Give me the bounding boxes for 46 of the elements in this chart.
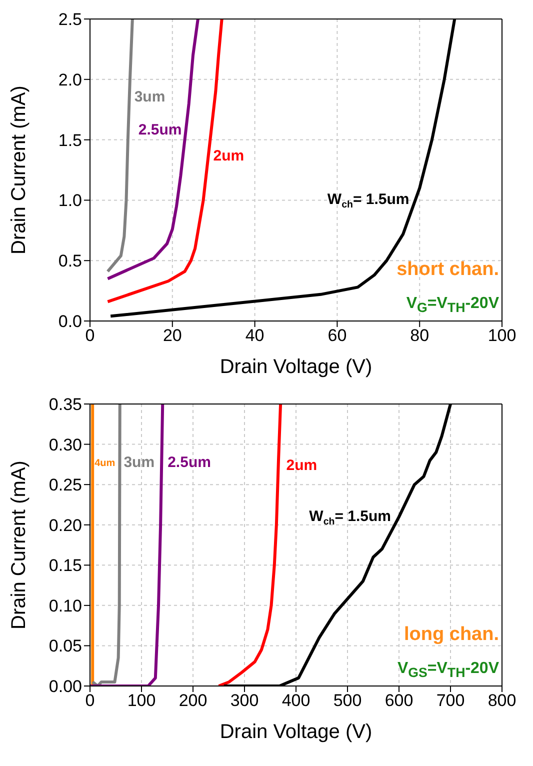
x-tick-label: 800	[488, 691, 516, 710]
x-tick-label: 200	[178, 691, 208, 710]
y-axis-title: Drain Current (mA)	[8, 460, 30, 630]
x-tick-label: 500	[333, 691, 362, 710]
annotation: V$_{GS}$=V$_{TH}$-20V	[397, 660, 499, 680]
y-tick-label: 2.0	[58, 70, 82, 90]
x-tick-label: 700	[436, 691, 465, 710]
y-tick-label: 0.0	[58, 312, 82, 332]
series-label: 2.5um	[168, 454, 211, 472]
y-tick-label: 0.15	[48, 556, 82, 576]
series-label: W$_{ch}$= 1.5um	[309, 508, 391, 527]
x-axis-title: Drain Voltage (V)	[220, 356, 372, 378]
x-tick-label: 100	[488, 326, 516, 346]
y-tick-label: 0.00	[48, 677, 82, 696]
x-tick-label: 40	[245, 326, 264, 346]
y-tick-label: 0.10	[48, 596, 82, 616]
x-tick-label: 600	[384, 691, 414, 710]
series-label: 4um	[94, 458, 116, 469]
y-axis-title: Drain Current (mA)	[8, 86, 30, 254]
y-tick-label: 0.25	[48, 476, 82, 495]
y-tick-label: 1.5	[58, 130, 82, 150]
x-tick-label: 0	[85, 691, 95, 710]
x-tick-label: 80	[410, 326, 430, 346]
annotation: V$_{G}$=V$_{TH}$-20V	[406, 294, 499, 315]
x-tick-label: 100	[127, 691, 156, 710]
x-tick-label: 60	[328, 326, 347, 346]
x-tick-label: 0	[85, 326, 95, 346]
series-label: 2.5um	[138, 122, 182, 139]
y-tick-label: 0.20	[48, 516, 82, 535]
x-tick-label: 400	[282, 691, 310, 710]
x-tick-label: 300	[230, 691, 259, 710]
x-axis-title: Drain Voltage (V)	[220, 721, 372, 743]
y-tick-label: 0.30	[48, 435, 82, 454]
y-tick-label: 0.35	[48, 395, 82, 414]
series-label: 3um	[134, 88, 166, 106]
annotation: short chan.	[396, 259, 499, 281]
x-tick-label: 20	[162, 326, 182, 346]
y-tick-label: 2.5	[58, 10, 82, 30]
series-label: 2um	[213, 147, 244, 164]
series-label: W$_{ch}$= 1.5um	[327, 191, 410, 210]
y-tick-label: 0.5	[58, 252, 82, 271]
series-label: 2um	[286, 457, 318, 474]
y-tick-label: 1.0	[58, 191, 82, 210]
series-label: 3um	[124, 454, 155, 472]
y-tick-label: 0.05	[48, 636, 82, 656]
annotation: long chan.	[404, 624, 499, 646]
